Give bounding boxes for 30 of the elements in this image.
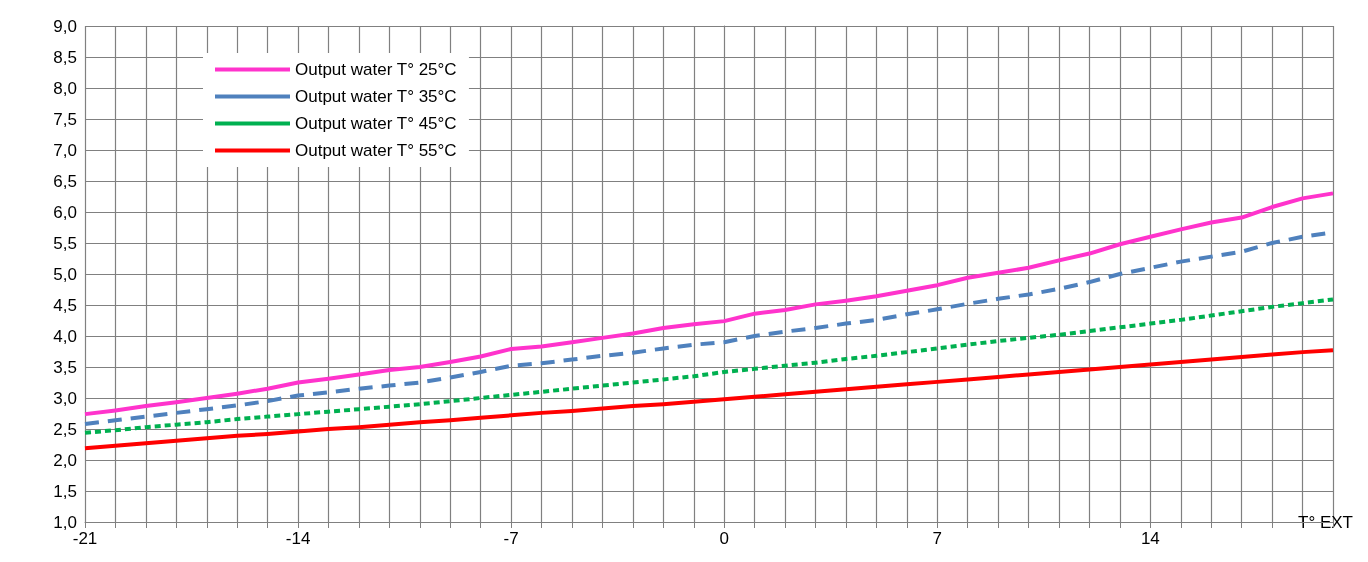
y-tick-label: 2,0 <box>53 450 77 470</box>
y-tick-label: 7,5 <box>53 109 77 129</box>
y-tick-label: 1,5 <box>53 481 77 501</box>
y-tick-label: 6,0 <box>53 202 77 222</box>
x-tick-label: 0 <box>719 529 729 548</box>
y-tick-label: 1,0 <box>53 512 77 532</box>
y-tick-label: 4,5 <box>53 295 77 315</box>
line-series <box>83 348 1335 451</box>
y-tick-label: 8,0 <box>53 78 77 98</box>
x-tick-label: -7 <box>503 529 519 548</box>
y-tick-label: 2,5 <box>53 419 77 439</box>
line-series <box>83 297 1335 435</box>
y-tick-label: 9,0 <box>53 16 77 36</box>
line-series <box>83 191 1335 417</box>
x-tick-label: -21 <box>72 529 98 548</box>
y-tick-label: 7,0 <box>53 140 77 160</box>
y-tick-label: 4,0 <box>53 326 77 346</box>
y-tick-label: 8,5 <box>53 47 77 67</box>
legend-label: Output water T° 25°C <box>295 60 457 79</box>
y-tick-label: 5,0 <box>53 264 77 284</box>
legend-label: Output water T° 35°C <box>295 87 457 106</box>
y-tick-label: 5,5 <box>53 233 77 253</box>
y-tick-label: 3,5 <box>53 357 77 377</box>
legend-label: Output water T° 45°C <box>295 114 457 133</box>
legend-label: Output water T° 55°C <box>295 141 457 160</box>
y-tick-label: 6,5 <box>53 171 77 191</box>
x-tick-label: 7 <box>932 529 943 548</box>
x-tick-label: -14 <box>285 529 311 548</box>
y-tick-label: 3,0 <box>53 388 77 408</box>
x-tick-label: 14 <box>1140 529 1160 548</box>
